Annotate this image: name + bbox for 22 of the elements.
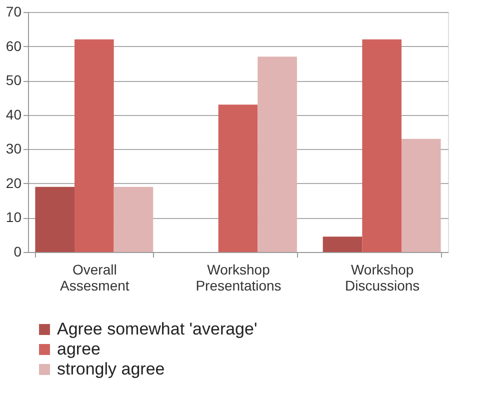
- bar: [401, 138, 441, 252]
- bar: [74, 39, 114, 252]
- x-tick-label: Workshop Presentations: [196, 262, 282, 294]
- legend-label: agree: [57, 340, 100, 358]
- bar: [258, 56, 297, 252]
- y-tick-label: 0: [14, 244, 22, 260]
- y-tick-label: 40: [6, 106, 22, 122]
- legend-label: strongly agree: [57, 360, 165, 378]
- y-tick-label: 20: [6, 174, 22, 191]
- bar: [362, 39, 402, 252]
- y-tick-label: 10: [6, 209, 22, 226]
- y-tick-label: 60: [6, 38, 22, 54]
- bar: [35, 186, 75, 252]
- x-tick-label: Workshop Discussions: [344, 262, 420, 294]
- bar: [114, 186, 154, 252]
- y-tick-label: 50: [6, 72, 22, 88]
- y-tick-label: 70: [6, 4, 22, 20]
- bar: [322, 236, 362, 252]
- bar: [218, 104, 258, 252]
- legend-label: Agree somewhat 'average': [57, 320, 258, 338]
- x-tick-label: Overall Assesment: [60, 262, 130, 294]
- y-tick-label: 30: [6, 140, 22, 157]
